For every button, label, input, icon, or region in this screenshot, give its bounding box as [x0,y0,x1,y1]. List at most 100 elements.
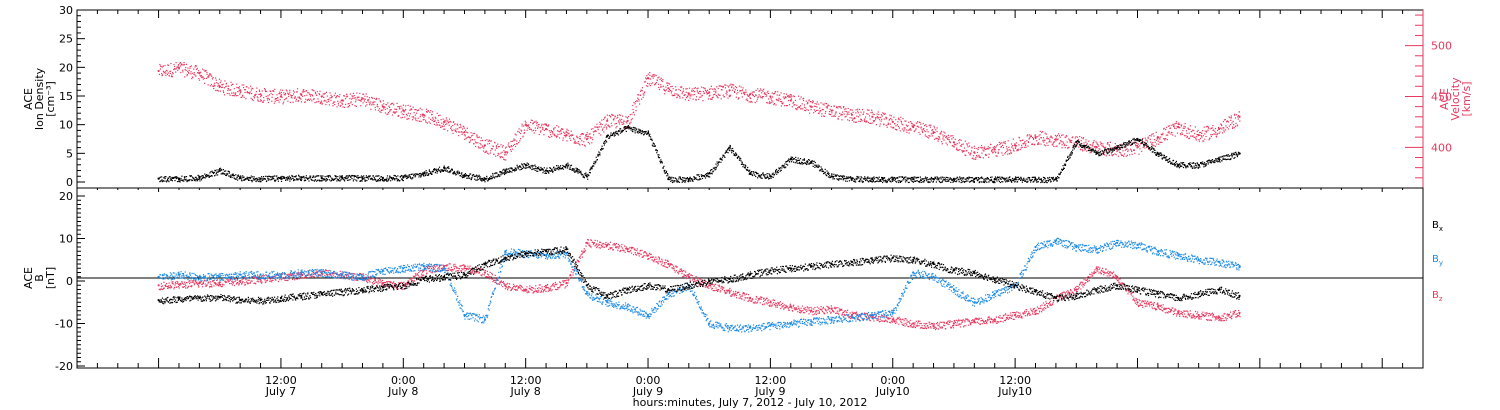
series-velocity-dot [294,96,296,98]
series-velocity-dot [562,128,564,130]
series-density-dot [638,130,640,132]
series-velocity-dot [1070,141,1073,144]
series-velocity-dot [1081,137,1083,139]
series-velocity-dot [293,91,295,93]
series-density-dot [194,176,196,179]
series-density-dot [419,174,421,177]
series-velocity-dot [361,97,363,99]
series-velocity-dot [988,156,990,158]
series-density-dot [399,176,401,178]
series-density-dot [285,176,287,179]
series-velocity-dot [277,97,279,99]
series-density-dot [491,178,493,180]
series-density-dot [484,181,486,183]
series-velocity-dot [447,120,449,122]
series-density-dot [983,179,985,181]
series-velocity-dot [820,110,822,112]
series-density-dot [168,181,170,183]
series-velocity-dot [899,119,901,121]
series-density-dot [1088,149,1090,152]
series-velocity-dot [368,99,370,101]
series-density-dot [566,167,568,169]
series-velocity-dot [225,82,228,84]
series-density-dot [167,180,169,182]
series-velocity-dot [579,136,581,138]
series-velocity-dot [642,96,644,98]
series-velocity-dot [658,76,660,78]
series-density-dot [768,177,770,180]
series-velocity-dot [1032,136,1034,139]
series-velocity-dot [765,94,768,96]
series-velocity-dot [936,127,938,129]
series-velocity-dot [652,82,654,84]
series-velocity-dot [1189,125,1191,127]
series-density-dot [995,179,997,181]
series-density-dot [980,181,982,183]
series-density-dot [790,156,792,158]
series-velocity-dot [1037,143,1039,145]
series-velocity-dot [1061,147,1063,149]
series-velocity-point [259,93,262,96]
series-density-dot [1066,159,1069,161]
series-density-dot [325,179,327,181]
series-density-dot [377,180,379,182]
series-density-dot [921,178,923,180]
series-velocity-dot [1093,146,1095,148]
series-density-dot [1003,178,1005,180]
series-velocity-dot [1231,122,1233,124]
series-velocity-dot [313,90,315,92]
series-velocity-point [810,105,813,108]
series-density-dot [995,177,997,179]
series-density-dot [977,180,979,182]
series-density-dot [583,177,585,179]
series-density-dot [625,130,627,132]
series-density-dot [549,167,551,169]
series-density-dot [711,169,713,171]
series-density-dot [1077,141,1079,143]
series-velocity-dot [920,127,922,129]
series-velocity-dot [307,99,309,101]
series-density-dot [521,164,523,166]
series-velocity-dot [287,100,289,102]
series-velocity-dot [656,79,658,81]
series-velocity-dot [387,113,389,115]
series-density-dot [184,177,186,179]
series-velocity-dot [968,142,970,144]
series-density-dot [490,175,492,177]
series-density-dot [842,175,844,177]
series-velocity-dot [554,127,556,129]
series-density-dot [379,177,381,179]
series-velocity-dot [1166,126,1168,129]
series-velocity-dot [697,87,699,89]
series-velocity-dot [486,139,488,141]
series-velocity-dot [679,89,681,92]
series-velocity-dot [928,137,930,139]
series-density-dot [719,157,722,159]
series-velocity-dot [342,100,345,102]
series-velocity-dot [259,100,261,102]
series-velocity-dot [926,125,928,128]
series-velocity-dot [1032,137,1035,140]
series-density-dot [1064,163,1067,165]
series-velocity-dot [664,90,666,92]
series-density-dot [834,175,837,177]
series-density-dot [757,175,760,177]
series-velocity-dot [1160,141,1162,143]
series-density-dot [1005,177,1007,179]
series-density-dot [637,130,639,132]
series-density-dot [891,176,893,178]
series-density-dot [192,178,194,180]
series-density-dot [254,178,256,180]
series-velocity-dot [825,103,828,105]
series-velocity-dot [940,133,942,135]
series-density-dot [166,180,168,182]
series-velocity-dot [1150,141,1152,143]
series-density-dot [844,180,847,182]
series-velocity-dot [752,95,754,97]
series-velocity-dot [866,120,868,123]
series-density-dot [541,168,544,170]
series-density-dot [1026,178,1028,180]
series-velocity-dot [581,133,583,135]
series-velocity-dot [887,122,889,124]
series-density-dot [837,178,839,181]
